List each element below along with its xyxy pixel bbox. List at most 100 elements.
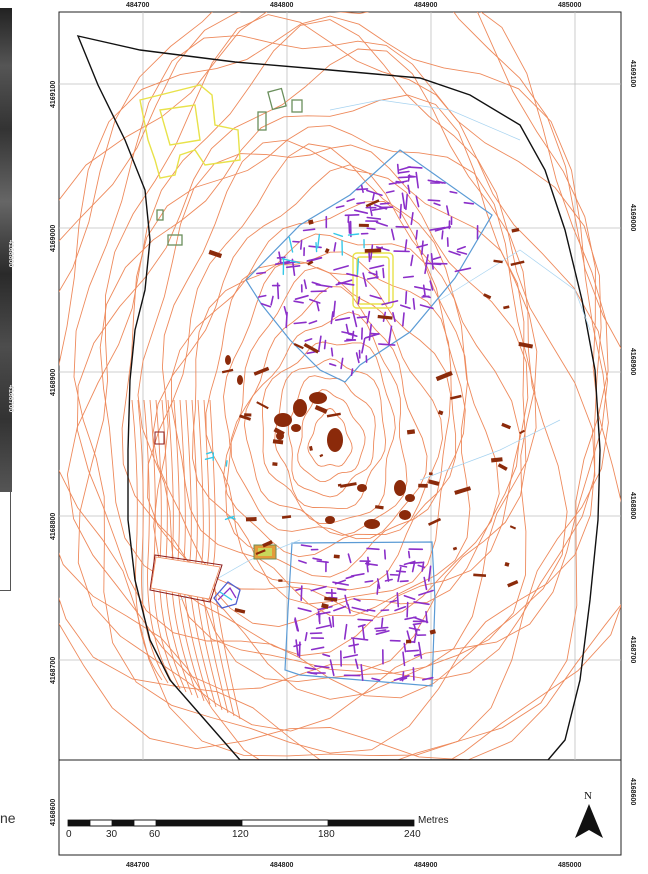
purple-feature	[360, 184, 364, 193]
scale-tick-240: 240	[404, 829, 421, 840]
purple-feature	[300, 544, 313, 548]
purple-feature	[412, 297, 416, 310]
purple-feature	[423, 576, 428, 591]
purple-feature	[351, 330, 355, 340]
brown-feature	[314, 404, 328, 414]
purple-feature	[335, 279, 353, 286]
features-purple	[256, 163, 479, 682]
contour-line	[191, 399, 223, 711]
purple-feature	[393, 674, 410, 682]
purple-feature	[409, 561, 424, 565]
brown-feature	[358, 223, 369, 227]
cluster-blue-purple	[213, 581, 241, 609]
contour-line	[76, 48, 568, 699]
brown-feature	[491, 457, 503, 463]
cyan-feature	[356, 258, 360, 275]
brown-feature	[244, 413, 252, 417]
site-boundary	[76, 35, 601, 760]
purple-feature	[417, 641, 423, 659]
purple-feature	[357, 296, 361, 305]
brown-feature	[309, 392, 327, 404]
purple-feature	[329, 659, 335, 677]
purple-feature	[366, 547, 380, 551]
purple-feature	[380, 617, 384, 628]
purple-feature	[323, 339, 327, 350]
purple-feature	[340, 357, 344, 370]
brown-feature	[429, 629, 436, 635]
brown-feature	[293, 342, 304, 350]
purple-feature	[284, 261, 297, 265]
purple-feature	[376, 583, 379, 595]
purple-feature	[295, 587, 303, 592]
purple-feature	[394, 605, 407, 612]
purple-feature	[335, 205, 345, 209]
purple-feature	[303, 279, 308, 290]
purple-feature	[347, 553, 352, 564]
purple-feature	[374, 626, 389, 630]
purple-feature	[308, 298, 321, 304]
purple-feature	[351, 606, 369, 612]
purple-feature	[405, 193, 409, 211]
purple-feature	[413, 601, 430, 606]
brown-feature	[405, 494, 415, 502]
purple-feature	[346, 338, 357, 341]
purple-feature	[341, 331, 355, 336]
purple-feature	[345, 323, 349, 334]
purple-feature	[413, 628, 418, 644]
purple-feature	[330, 311, 334, 325]
contour-line	[153, 139, 529, 656]
building-west-fill	[150, 556, 221, 600]
purple-feature	[332, 581, 350, 586]
brown-feature	[253, 366, 270, 376]
purple-feature	[382, 267, 385, 279]
contour-line	[99, 94, 538, 700]
purple-feature	[396, 163, 400, 175]
purple-feature	[463, 201, 475, 205]
purple-feature	[361, 625, 365, 640]
features-cyan	[204, 232, 365, 521]
purple-feature	[397, 170, 410, 174]
purple-feature	[410, 254, 414, 267]
purple-feature	[369, 264, 385, 270]
purple-feature	[422, 294, 431, 299]
scale-tick-0: 0	[66, 829, 72, 840]
purple-feature	[412, 622, 422, 626]
purple-feature	[315, 624, 331, 630]
brown-feature	[293, 399, 307, 417]
cyan-feature	[225, 460, 228, 467]
purple-feature	[299, 239, 303, 250]
brown-feature	[394, 480, 406, 496]
easting-bottom-4: 485000	[558, 862, 582, 869]
purple-feature	[318, 335, 322, 351]
purple-feature	[276, 282, 280, 300]
purple-feature	[285, 264, 301, 269]
purple-feature	[402, 275, 415, 279]
purple-feature	[295, 639, 299, 657]
brown-feature	[326, 412, 341, 418]
purple-feature	[348, 221, 351, 234]
purple-feature	[330, 347, 334, 357]
brown-feature	[437, 410, 444, 416]
purple-feature	[429, 226, 446, 231]
contour-line	[59, 12, 621, 760]
cyan-feature	[315, 241, 318, 253]
brown-feature	[255, 549, 266, 556]
purple-feature	[396, 592, 400, 608]
left-image-border	[0, 490, 11, 591]
purple-feature	[298, 559, 307, 564]
purple-feature	[395, 570, 407, 573]
purple-feature	[433, 202, 441, 206]
purple-feature	[352, 638, 356, 654]
purple-feature	[357, 618, 374, 622]
purple-feature	[371, 206, 389, 211]
purple-feature	[364, 332, 380, 339]
contour-line	[287, 375, 376, 498]
brown-feature	[428, 479, 440, 486]
purple-feature	[445, 205, 450, 216]
purple-feature	[401, 192, 406, 209]
purple-feature	[328, 362, 337, 367]
purple-feature	[375, 629, 387, 632]
brown-feature	[319, 453, 324, 458]
purple-feature	[385, 190, 395, 194]
